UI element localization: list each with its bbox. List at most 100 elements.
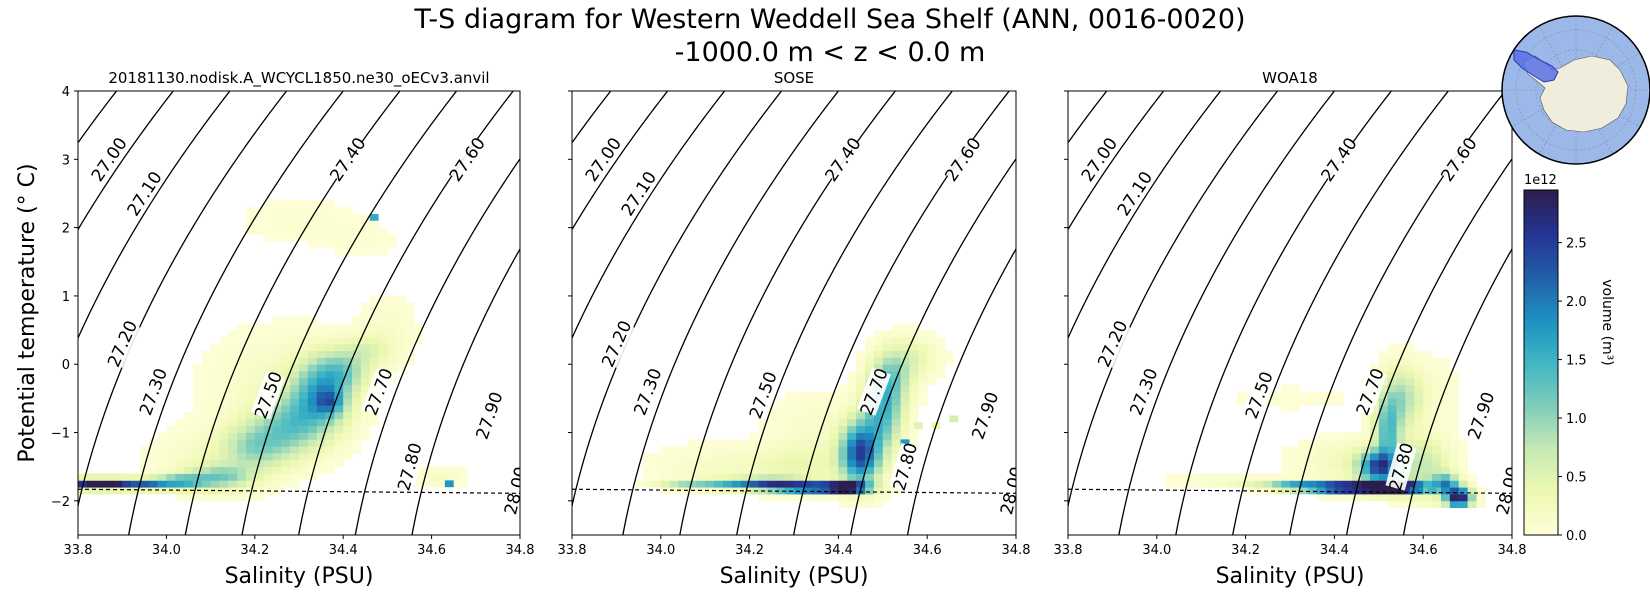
heatmap-cell	[1316, 432, 1326, 440]
heatmap-cell	[1378, 466, 1389, 474]
density-contour-27.20	[78, 91, 174, 231]
heatmap-cell	[1432, 494, 1442, 502]
heatmap-cell	[1458, 459, 1468, 468]
heatmap-cell	[1298, 480, 1309, 488]
heatmap-cell	[263, 336, 273, 345]
heatmap-cell	[1387, 371, 1397, 379]
heatmap-cell	[882, 412, 893, 420]
heatmap-cell	[1440, 398, 1451, 406]
heatmap-cell	[245, 405, 256, 413]
heatmap-cell	[1281, 459, 1291, 468]
heatmap-cell	[1218, 480, 1229, 488]
heatmap-cell	[281, 364, 291, 372]
heatmap-cell	[210, 459, 220, 468]
colorbar-band	[1524, 230, 1558, 234]
heatmap-cell	[802, 446, 813, 454]
heatmap-cell	[882, 432, 893, 440]
heatmap-cell	[802, 494, 813, 502]
heatmap-cell	[847, 377, 857, 386]
heatmap-cell	[1369, 425, 1380, 433]
heatmap-cell	[192, 384, 203, 392]
y-tick-label: 0	[62, 358, 70, 373]
heatmap-cell	[299, 234, 309, 242]
heatmap-cell	[660, 453, 671, 461]
heatmap-cell	[873, 425, 884, 433]
heatmap-cell	[1352, 439, 1362, 447]
heatmap-cell	[254, 446, 265, 454]
contour-label-bg	[582, 135, 624, 184]
heatmap-cell	[290, 200, 300, 208]
heatmap-cell	[1307, 480, 1318, 488]
heatmap-cell	[334, 453, 344, 461]
colorbar-band	[1524, 440, 1558, 444]
contour-label-bg	[1385, 442, 1417, 491]
heatmap-cell	[334, 398, 344, 406]
heatmap-cell	[847, 487, 857, 495]
heatmap-cell	[1352, 459, 1362, 468]
heatmap-cell	[1378, 453, 1389, 461]
heatmap-cell	[1440, 412, 1451, 420]
heatmap-cell	[865, 439, 875, 447]
heatmap-cell	[927, 343, 937, 351]
colorbar-band	[1524, 310, 1558, 315]
heatmap-cell	[776, 487, 786, 495]
heatmap-cell	[131, 487, 141, 495]
heatmap-cell	[1458, 487, 1468, 495]
heatmap-cell	[1352, 494, 1362, 502]
heatmap-cell	[1369, 446, 1380, 454]
heatmap-cell	[1334, 473, 1344, 481]
heatmap-cell	[758, 453, 768, 461]
heatmap-cell	[820, 398, 830, 406]
heatmap-cell	[909, 343, 919, 351]
colorbar-band	[1524, 514, 1558, 519]
colorbar-band	[1524, 256, 1558, 260]
heatmap-cell	[1369, 405, 1380, 413]
colorbar-band	[1524, 454, 1558, 458]
heatmap-cell	[263, 459, 273, 468]
heatmap-cell	[157, 480, 167, 488]
heatmap-cell	[847, 453, 857, 461]
heatmap-cell	[873, 446, 884, 454]
heatmap-cell	[299, 200, 309, 208]
heatmap-cell	[1325, 398, 1335, 406]
heatmap-cell	[820, 425, 830, 433]
colorbar-band	[1524, 227, 1558, 231]
heatmap-cell	[909, 425, 919, 433]
figure-subtitle: -1000.0 m < z < 0.0 m	[675, 37, 986, 68]
heatmap-cell	[272, 213, 282, 222]
heatmap-cell	[228, 439, 238, 447]
heatmap-cell	[918, 391, 928, 399]
heatmap-cell	[139, 487, 150, 495]
contour-label-bg	[822, 135, 864, 184]
heatmap-cell	[767, 453, 777, 461]
heatmap-cell	[422, 480, 432, 488]
heatmap-cell	[360, 330, 371, 338]
heatmap-cell	[316, 241, 326, 249]
heatmap-cell	[776, 412, 786, 420]
heatmap-cell	[210, 371, 220, 379]
colorbar-band	[1524, 374, 1558, 378]
heatmap-cell	[352, 371, 362, 379]
heatmap-cell	[785, 446, 795, 454]
heatmap-cell	[272, 343, 282, 351]
heatmap-cell	[856, 350, 866, 358]
heatmap-cell	[1405, 432, 1415, 440]
heatmap-cell	[891, 350, 901, 358]
heatmap-cell	[254, 487, 265, 495]
heatmap-cell	[343, 405, 353, 413]
heatmap-cell	[263, 432, 273, 440]
heatmap-cell	[254, 227, 265, 235]
heatmap-cell	[228, 412, 238, 420]
heatmap-cell	[175, 432, 185, 440]
colorbar-band	[1524, 339, 1558, 343]
contour-label-group: 27.20	[598, 318, 636, 371]
heatmap-cell	[387, 323, 397, 331]
heatmap-cell	[334, 343, 344, 351]
heatmap-cell	[166, 446, 176, 454]
heatmap-cell	[882, 439, 893, 447]
colorbar-band	[1524, 330, 1558, 335]
heatmap-cell	[95, 480, 105, 488]
heatmap-cell	[201, 425, 211, 433]
heatmap-cell	[325, 439, 335, 447]
